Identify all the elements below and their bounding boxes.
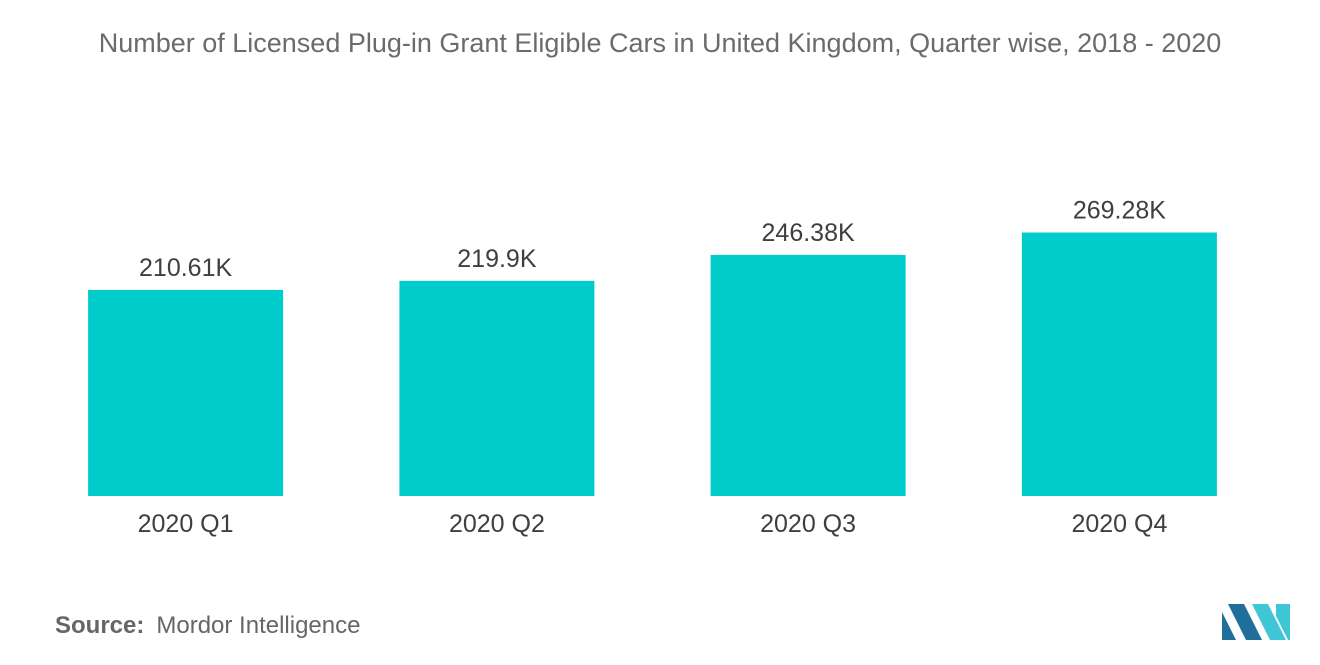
- data-label-3: 246.38K: [762, 219, 855, 247]
- category-label-1: 2020 Q1: [138, 510, 234, 538]
- bar-2: [399, 280, 595, 496]
- category-label-4: 2020 Q4: [1071, 510, 1167, 538]
- source-value: Mordor Intelligence: [156, 612, 361, 639]
- category-label-2: 2020 Q2: [449, 510, 545, 538]
- source-label: Source:: [55, 612, 145, 639]
- bar-3: [710, 254, 906, 496]
- chart-title: Number of Licensed Plug-in Grant Eligibl…: [98, 28, 1222, 58]
- bar-1: [88, 289, 284, 496]
- data-label-1: 210.61K: [139, 254, 232, 282]
- bar-4: [1021, 232, 1217, 496]
- category-label-3: 2020 Q3: [760, 510, 856, 538]
- data-label-2: 219.9K: [457, 245, 537, 273]
- data-label-4: 269.28K: [1073, 197, 1166, 225]
- source-note: Source: Mordor Intelligence: [55, 612, 360, 640]
- mordor-intelligence-logo-icon: [1222, 604, 1290, 640]
